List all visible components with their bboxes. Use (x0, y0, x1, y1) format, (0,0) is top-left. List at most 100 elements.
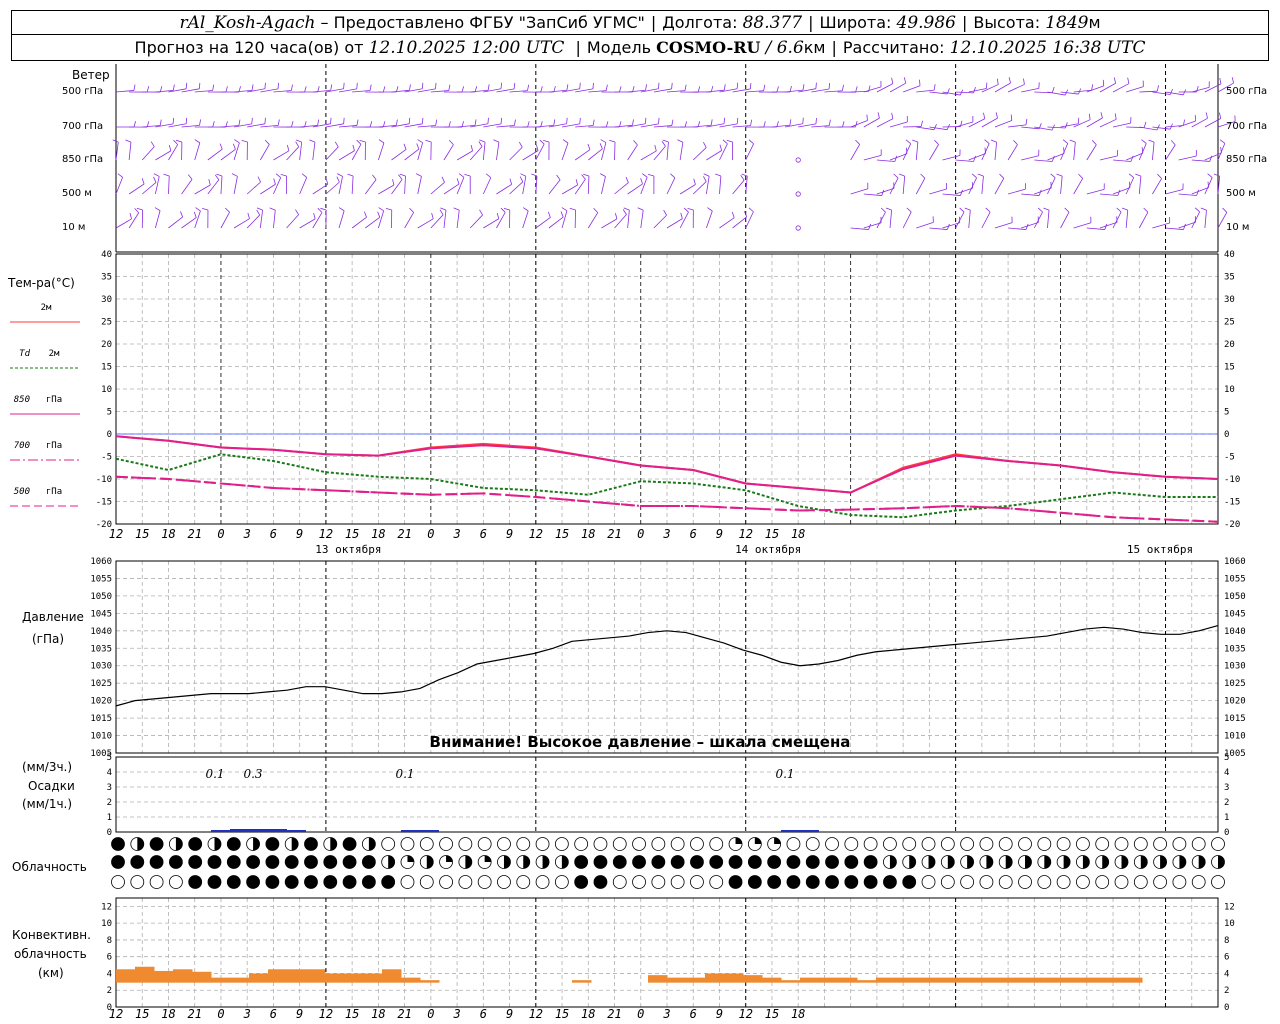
wind-barb (653, 145, 666, 161)
wind-barb-feather (352, 144, 355, 151)
cloud-symbol-half (368, 837, 376, 851)
cloud-symbol (535, 837, 550, 851)
wind-barb-feather (317, 207, 323, 213)
wind-barb-feather (275, 173, 281, 178)
cloud-symbol (1076, 875, 1090, 889)
wind-barb (457, 124, 476, 128)
wind-barb (1034, 187, 1052, 195)
wind-barb-feather (575, 179, 579, 186)
wind-barb-feather (356, 119, 359, 126)
temp-ytick-right: 5 (1224, 408, 1229, 418)
wind-barb (1152, 178, 1162, 195)
wind-barb (338, 125, 357, 128)
pressure-ytick: 1060 (90, 557, 112, 567)
conv-bar (344, 973, 364, 983)
date-label: 15 октября (1127, 543, 1193, 556)
wind-barb (588, 148, 603, 161)
wind-barb (443, 144, 454, 161)
wind-barb-feather (176, 139, 182, 143)
cloud-symbol (612, 837, 627, 851)
wind-barb (1165, 189, 1184, 195)
wind-barb-feather (990, 139, 997, 143)
wind-barb-feather (1088, 113, 1091, 120)
precip-label-1h: (мм/1ч.) (22, 797, 73, 811)
wind-barb (627, 89, 646, 93)
cloud-symbol (1172, 875, 1187, 889)
wind-barb-feather (264, 139, 270, 145)
cloud-symbol-quarter (774, 837, 781, 844)
wind-barb-feather (129, 213, 132, 220)
wind-barb (640, 177, 648, 195)
precip-ytick-right: 5 (1224, 753, 1229, 763)
precip-bar (401, 830, 439, 832)
cloud-symbol (883, 875, 897, 889)
pressure-ytick: 1035 (90, 644, 112, 654)
time-tick: 21 (397, 527, 411, 541)
wind-barb (482, 177, 492, 195)
cloud-symbol (574, 837, 589, 851)
wind-barb-feather (802, 84, 805, 91)
wind-barb-feather (609, 139, 616, 143)
cloud-symbol (670, 837, 685, 851)
wind-barb-feather (1200, 207, 1207, 211)
time-tick-bottom: 12 (529, 1007, 543, 1021)
wind-barb (1178, 221, 1196, 229)
wind-barb-feather (395, 119, 398, 126)
wind-barb-feather (193, 211, 197, 218)
pressure-line (115, 625, 1219, 707)
wind-barb-feather (547, 211, 551, 218)
wind-barb (981, 176, 984, 195)
alt-label: Высота: (973, 13, 1041, 32)
cloud-symbol (883, 837, 897, 851)
cloud-symbol (265, 855, 280, 869)
conv-bar (667, 977, 687, 983)
wind-barb-feather (336, 173, 343, 177)
wind-barb (1178, 155, 1197, 161)
wind-barb (1021, 193, 1040, 196)
station-name: rAl_Kosh-Agach (179, 12, 316, 33)
wind-barb (798, 123, 816, 128)
precip-annotation: 0.1 (395, 767, 414, 781)
wind-barb-feather (150, 141, 155, 147)
wind-barb (561, 88, 580, 93)
conv-ytick: 4 (107, 969, 112, 979)
wind-barb-feather (703, 176, 707, 182)
wind-barb (168, 144, 179, 161)
temp-ytick-right: -15 (1224, 498, 1240, 508)
wind-barb-feather (496, 212, 500, 219)
wind-barb (154, 176, 160, 195)
wind-barb (496, 142, 500, 161)
wind-barb-feather (802, 117, 804, 124)
wind-barb-feather (290, 84, 293, 91)
wind-barb-feather (1091, 84, 1094, 91)
time-tick: 18 (581, 527, 595, 541)
wind-barb (509, 90, 528, 93)
wind-barb (811, 125, 830, 128)
wind-barb-feather (625, 176, 629, 183)
wind-barb (273, 150, 290, 161)
conv-ytick: 2 (107, 986, 112, 996)
cloud-symbol (111, 855, 125, 869)
cloud-symbol-half (1121, 855, 1129, 869)
wind-barb (732, 216, 747, 229)
wind-barb-feather (256, 209, 261, 216)
wind-barb-feather (458, 173, 465, 178)
wind-barb-feather (1064, 207, 1070, 213)
cloud-symbol (786, 855, 801, 869)
wind-barb (1165, 144, 1176, 161)
wind-barb-feather (531, 173, 538, 177)
time-tick-bottom: 9 (716, 1007, 723, 1021)
wind-level-label: 850 гПа (62, 154, 104, 165)
wind-barb-feather (187, 174, 193, 180)
wind-barb (404, 212, 414, 229)
temp-legend-italic: 500 (14, 487, 30, 497)
cloud-symbol (516, 837, 531, 851)
wind-barb (601, 142, 607, 161)
cloud-symbol-half (253, 837, 260, 851)
cloud-symbol-half (928, 855, 936, 869)
wind-barb (1073, 222, 1092, 229)
wind-barb (1204, 177, 1213, 195)
cloud-symbol (265, 837, 280, 851)
wind-barb (1217, 121, 1236, 128)
conv-ytick: 8 (107, 936, 112, 946)
